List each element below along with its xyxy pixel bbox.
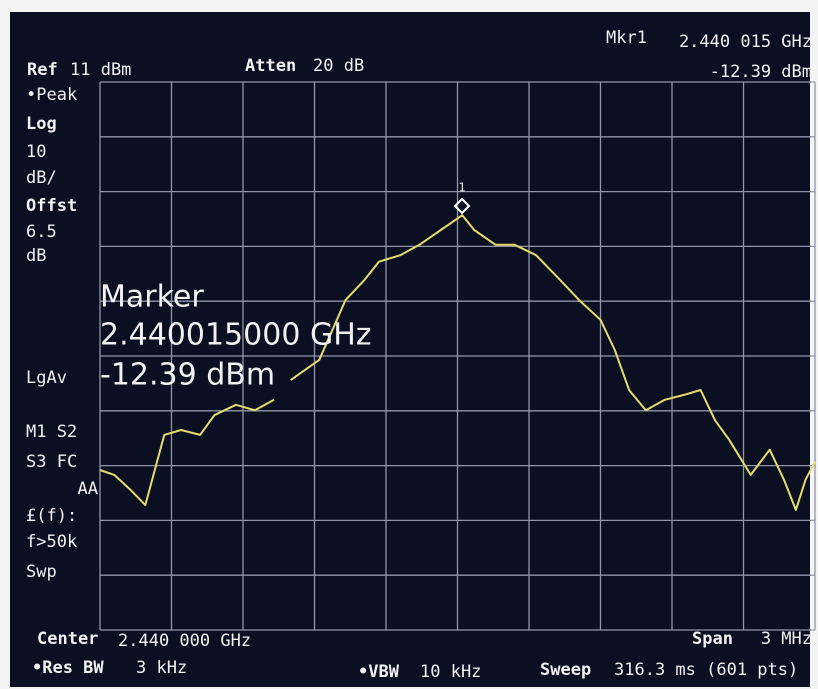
side-label: f>50k (26, 532, 77, 552)
side-label: LgAv (26, 368, 67, 388)
marker-box-freq: 2.440015000 GHz (100, 318, 372, 353)
screen-bg (10, 12, 810, 687)
ref-value: 11 dBm (70, 60, 131, 80)
vbw-label: •VBW (358, 662, 400, 682)
trace (99, 214, 816, 511)
marker-box-level: -12.39 dBm (100, 358, 275, 393)
center-label: Center (37, 629, 98, 649)
sweep-label: Sweep (540, 660, 591, 680)
rbw-label: •Res BW (32, 658, 104, 678)
side-label: dB/ (26, 168, 57, 188)
side-label: S3 FC (26, 452, 77, 472)
side-label: 6.5 (26, 222, 57, 242)
side-label: Offst (26, 196, 77, 216)
mkr-level: -12.39 dBm (710, 62, 812, 82)
rbw-value: 3 kHz (136, 658, 187, 678)
side-label: Swp (26, 562, 57, 582)
sweep-value: 316.3 ms (601 pts) (614, 660, 798, 680)
vbw-value: 10 kHz (420, 662, 481, 682)
side-label: dB (26, 246, 46, 266)
side-label: M1 S2 (26, 422, 77, 442)
marker-number: 1 (458, 181, 465, 195)
side-label: AA (78, 479, 98, 499)
mkr-freq: 2.440 015 GHz (679, 32, 812, 52)
marker-box-title: Marker (100, 280, 204, 315)
side-label: £(f): (26, 506, 77, 526)
center-value: 2.440 000 GHz (118, 631, 251, 651)
side-label: •Peak (26, 85, 77, 105)
graticule (99, 81, 816, 631)
atten-value: 20 dB (313, 56, 364, 76)
span-value: 3 MHz (761, 629, 812, 649)
mkr-title: Mkr1 (606, 28, 647, 48)
marker-diamond (453, 197, 471, 215)
side-label: Log (26, 114, 57, 134)
side-label: 10 (26, 142, 46, 162)
atten-label: Atten (245, 56, 296, 76)
ref-label: Ref (27, 60, 58, 80)
span-label: Span (692, 629, 733, 649)
